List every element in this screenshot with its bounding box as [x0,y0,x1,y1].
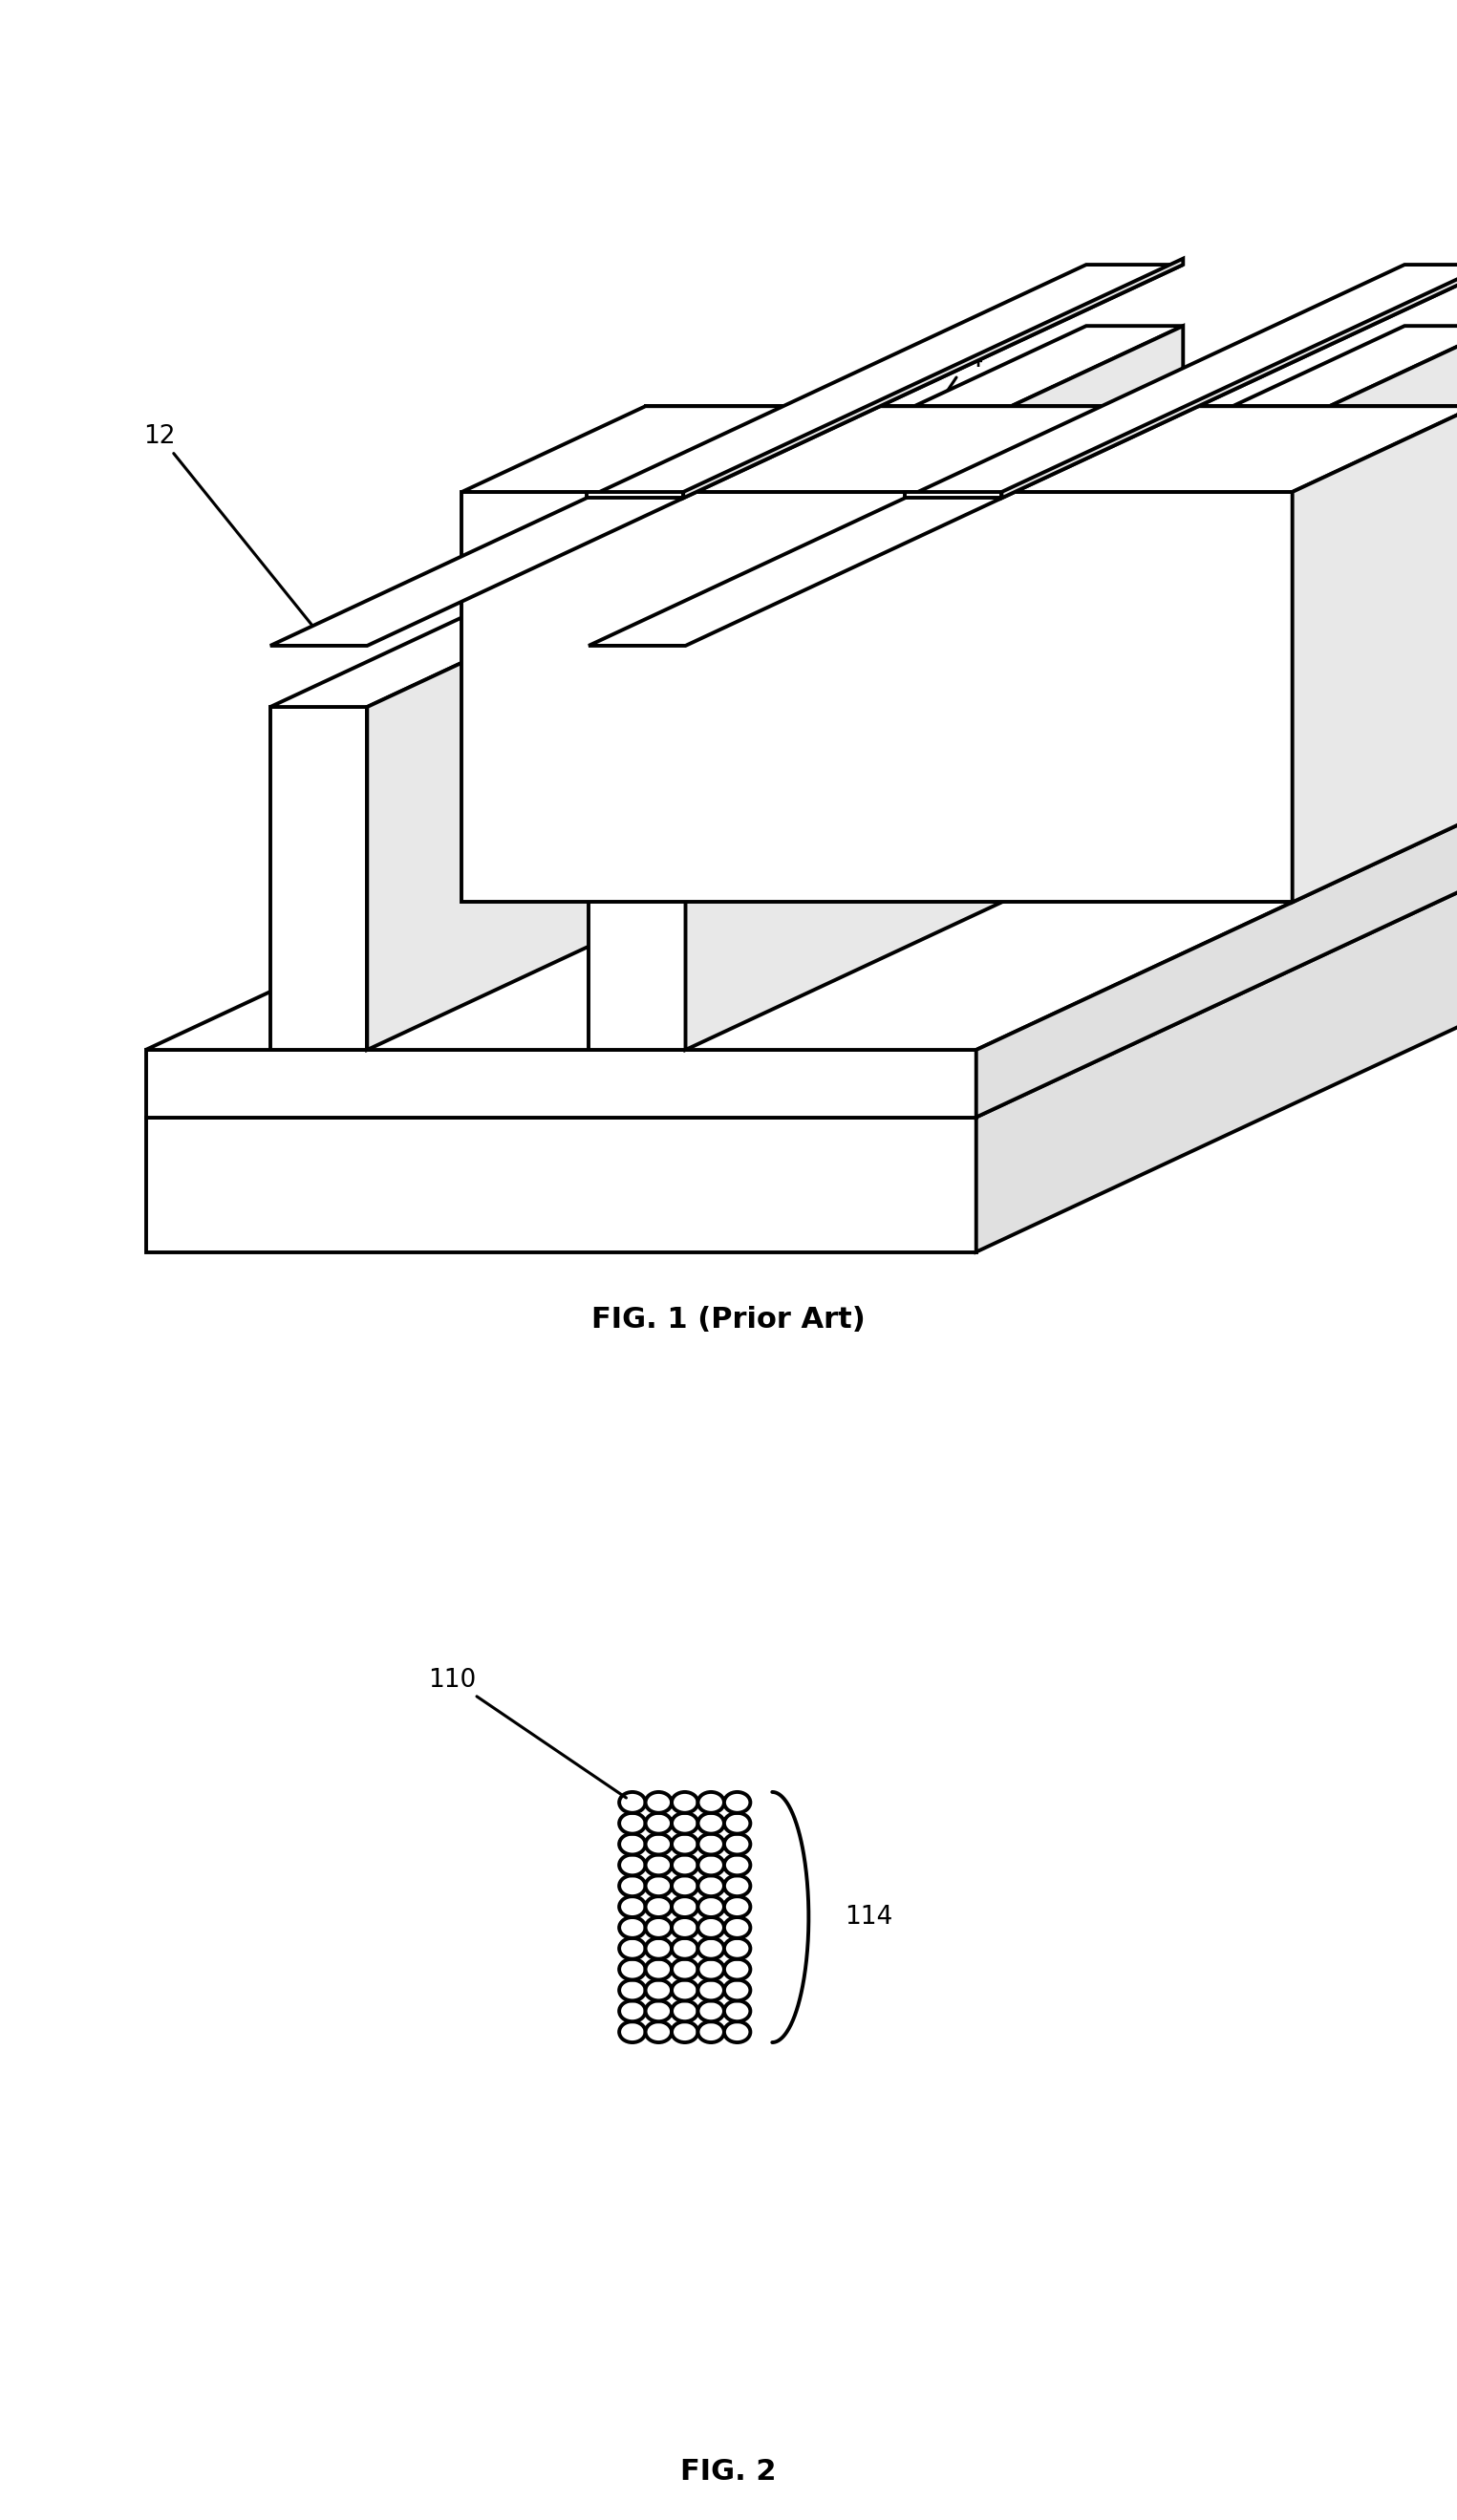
Circle shape [724,1918,750,1938]
Polygon shape [686,325,1457,1051]
Circle shape [672,1855,698,1875]
Circle shape [645,1981,672,2001]
Circle shape [698,1812,724,1835]
Polygon shape [271,708,367,1051]
Polygon shape [146,1116,976,1252]
Polygon shape [462,491,1292,902]
Circle shape [698,2021,724,2041]
Text: FIG. 2: FIG. 2 [680,2457,777,2485]
Polygon shape [271,325,1183,708]
Polygon shape [589,325,1457,708]
Circle shape [619,1835,645,1855]
Polygon shape [1002,260,1457,499]
Circle shape [645,1938,672,1958]
Circle shape [645,1898,672,1918]
Circle shape [619,2001,645,2021]
Circle shape [698,1875,724,1898]
Circle shape [698,1792,724,1812]
Text: 14: 14 [836,348,983,554]
Circle shape [724,1855,750,1875]
Circle shape [698,1938,724,1958]
Circle shape [645,1918,672,1938]
Polygon shape [462,406,1457,491]
Circle shape [672,1835,698,1855]
Polygon shape [1292,406,1457,902]
Polygon shape [146,736,1457,1116]
Polygon shape [976,736,1457,1252]
Polygon shape [586,491,683,499]
Circle shape [698,1835,724,1855]
Polygon shape [146,1051,976,1116]
Polygon shape [645,406,1457,816]
Circle shape [619,1792,645,1812]
Circle shape [619,1875,645,1898]
Circle shape [672,1792,698,1812]
Circle shape [619,1918,645,1938]
Circle shape [619,1938,645,1958]
Text: 12: 12 [144,423,318,633]
Circle shape [672,2001,698,2021]
Polygon shape [976,668,1457,1116]
Circle shape [645,1855,672,1875]
Circle shape [672,1812,698,1835]
Text: FIG. 1 (Prior Art): FIG. 1 (Prior Art) [592,1305,865,1333]
Circle shape [672,1918,698,1938]
Polygon shape [905,491,1002,499]
Circle shape [645,1958,672,1981]
Polygon shape [683,260,1183,499]
Circle shape [619,1855,645,1875]
Circle shape [672,1958,698,1981]
Circle shape [619,1981,645,2001]
Polygon shape [589,265,1457,645]
Polygon shape [146,668,1457,1051]
Circle shape [724,1875,750,1898]
Circle shape [698,1855,724,1875]
Circle shape [724,1958,750,1981]
Circle shape [724,2021,750,2041]
Circle shape [724,2001,750,2021]
Circle shape [619,1958,645,1981]
Circle shape [724,1792,750,1812]
Polygon shape [589,708,686,1051]
Circle shape [698,1918,724,1938]
Circle shape [645,1835,672,1855]
Polygon shape [367,325,1183,1051]
Circle shape [645,2001,672,2021]
Circle shape [645,1875,672,1898]
Circle shape [698,1958,724,1981]
Circle shape [672,1898,698,1918]
Circle shape [698,1898,724,1918]
Circle shape [672,2021,698,2041]
Circle shape [724,1835,750,1855]
Circle shape [619,2021,645,2041]
Circle shape [724,1938,750,1958]
Circle shape [724,1898,750,1918]
Circle shape [724,1812,750,1835]
Circle shape [724,1981,750,2001]
Circle shape [698,1981,724,2001]
Polygon shape [271,265,1183,645]
Circle shape [672,1938,698,1958]
Circle shape [672,1875,698,1898]
Text: 114: 114 [845,1905,893,1930]
Text: 110: 110 [428,1668,627,1797]
Circle shape [645,1792,672,1812]
Circle shape [645,1812,672,1835]
Circle shape [619,1898,645,1918]
Circle shape [698,2001,724,2021]
Circle shape [672,1981,698,2001]
Circle shape [645,2021,672,2041]
Circle shape [619,1812,645,1835]
